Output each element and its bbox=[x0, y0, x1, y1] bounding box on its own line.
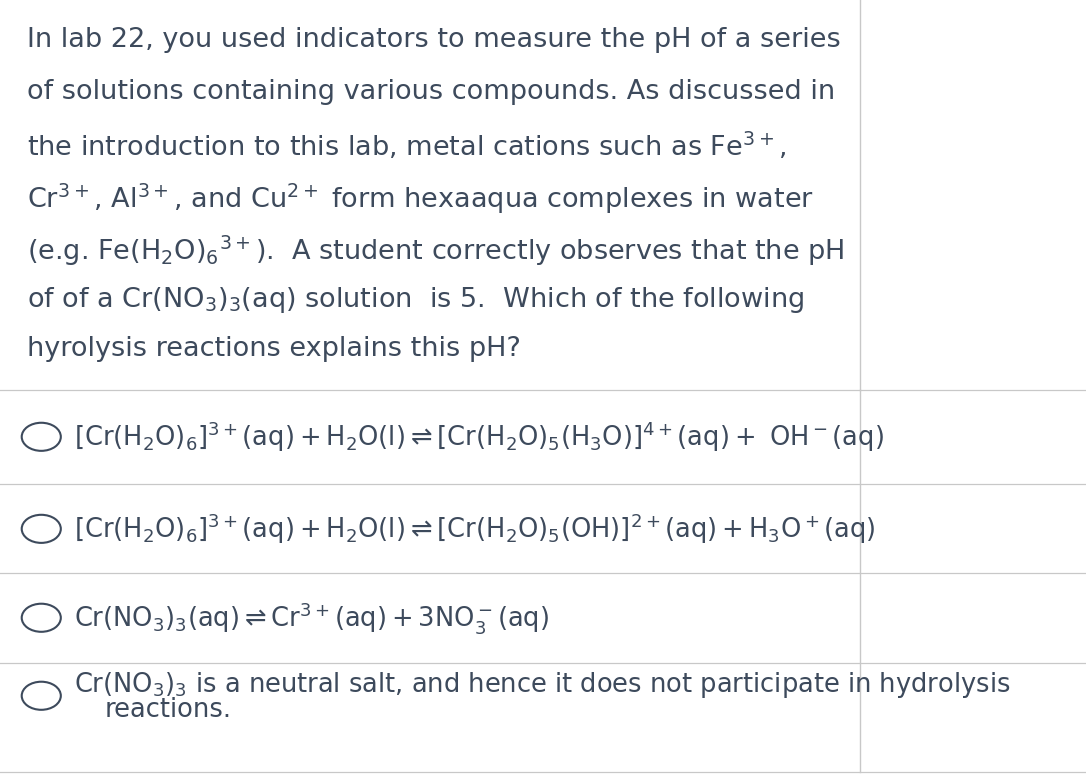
Text: $\mathrm{Cr(NO_3)_3}$ is a neutral salt, and hence it does not participate in hy: $\mathrm{Cr(NO_3)_3}$ is a neutral salt,… bbox=[74, 670, 1010, 700]
Text: $\mathrm{Cr(NO_3)_3(aq)} \rightleftharpoons \mathrm{Cr^{3+}(aq) + 3NO_3^-(aq)}$: $\mathrm{Cr(NO_3)_3(aq)} \rightleftharpo… bbox=[74, 600, 548, 636]
Text: $[\mathrm{Cr(H_2O)_6}]^{3+}\mathrm{(aq) + H_2O(l)} \rightleftharpoons [\mathrm{C: $[\mathrm{Cr(H_2O)_6}]^{3+}\mathrm{(aq) … bbox=[74, 420, 884, 454]
Text: the introduction to this lab, metal cations such as Fe$^{3+}$,: the introduction to this lab, metal cati… bbox=[27, 130, 786, 161]
Text: $[\mathrm{Cr(H_2O)_6}]^{3+}\mathrm{(aq) + H_2O(l)} \rightleftharpoons [\mathrm{C: $[\mathrm{Cr(H_2O)_6}]^{3+}\mathrm{(aq) … bbox=[74, 512, 875, 546]
Text: (e.g. Fe(H$_2$O)$_6$$^{3+}$).  A student correctly observes that the pH: (e.g. Fe(H$_2$O)$_6$$^{3+}$). A student … bbox=[27, 233, 845, 268]
Text: of of a Cr(NO$_3$)$_3$(aq) solution  is 5.  Which of the following: of of a Cr(NO$_3$)$_3$(aq) solution is 5… bbox=[27, 285, 805, 314]
Text: of solutions containing various compounds. As discussed in: of solutions containing various compound… bbox=[27, 79, 835, 105]
Text: Cr$^{3+}$, Al$^{3+}$, and Cu$^{2+}$ form hexaaqua complexes in water: Cr$^{3+}$, Al$^{3+}$, and Cu$^{2+}$ form… bbox=[27, 182, 814, 216]
Text: In lab 22, you used indicators to measure the pH of a series: In lab 22, you used indicators to measur… bbox=[27, 27, 841, 53]
Text: reactions.: reactions. bbox=[104, 697, 231, 723]
Text: hyrolysis reactions explains this pH?: hyrolysis reactions explains this pH? bbox=[27, 336, 521, 362]
